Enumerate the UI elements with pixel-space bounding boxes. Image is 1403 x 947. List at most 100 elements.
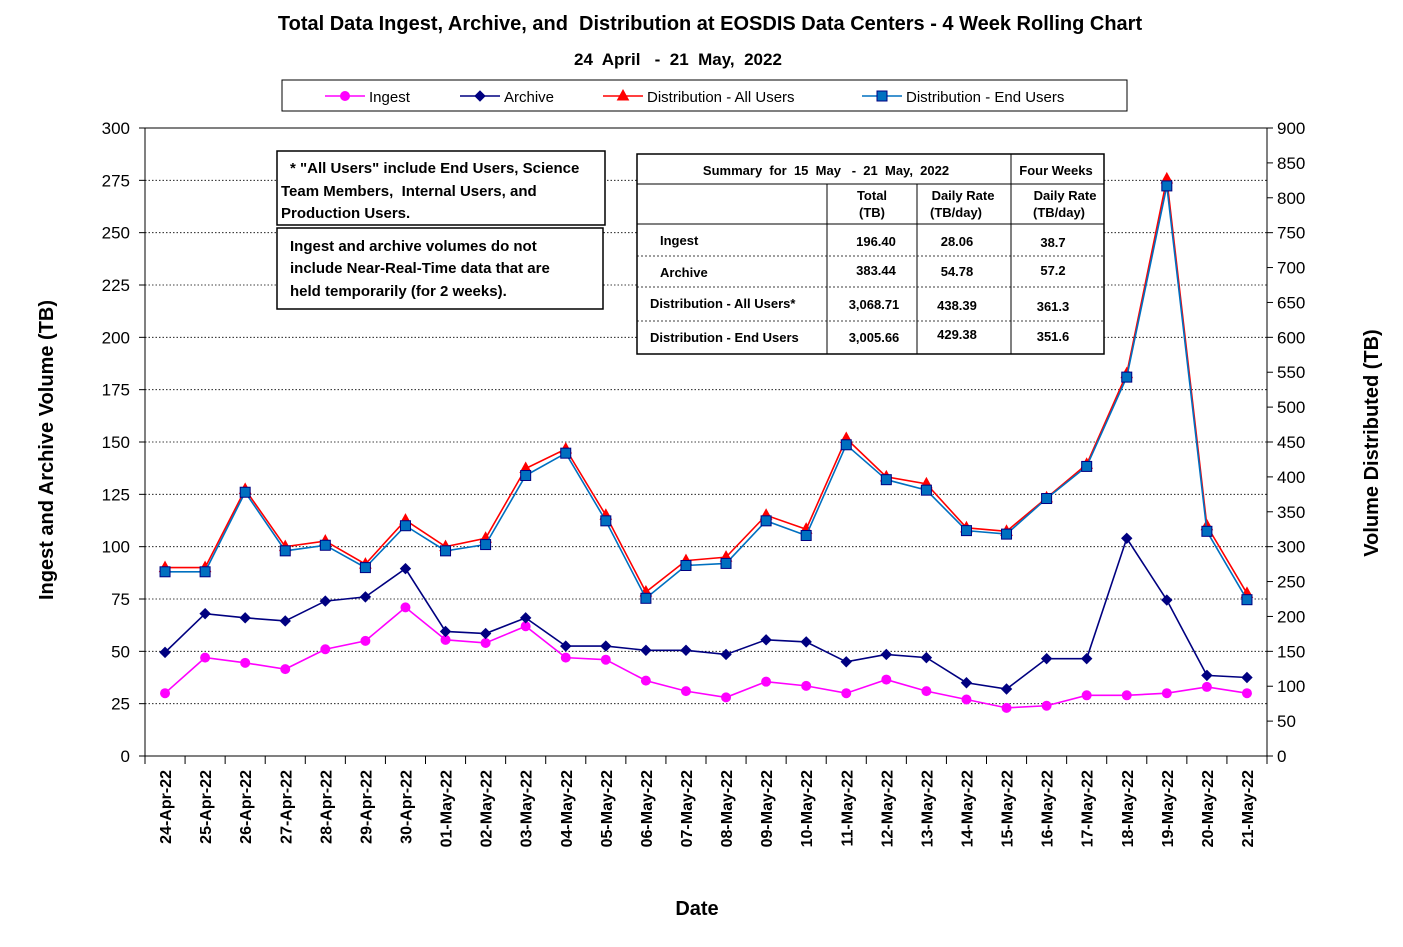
right-tick-label: 650 [1277, 293, 1305, 312]
legend-box [281, 79, 1128, 112]
legend-marker [474, 90, 486, 102]
data-point [720, 648, 732, 661]
legend-item: Distribution - End Users [862, 89, 1064, 106]
data-point [159, 646, 171, 659]
data-point [1241, 671, 1253, 684]
row-dist-end-daily: 429.38 [937, 327, 977, 342]
note2-line2: include Near-Real-Time data that are [290, 260, 550, 277]
data-point [1041, 493, 1053, 505]
chart-title: Total Data Ingest, Archive, and Distribu… [278, 13, 1143, 35]
series-line [165, 185, 1248, 601]
x-tick-label: 06-May-22 [639, 770, 656, 847]
x-tick-label: 16-May-22 [1040, 770, 1057, 847]
right-tick-label: 900 [1277, 119, 1305, 138]
x-tick-label: 13-May-22 [919, 770, 936, 847]
legend-item: Archive [460, 89, 554, 106]
row-dist-all-daily: 438.39 [937, 298, 977, 313]
y-axis-left-label: Ingest and Archive Volume (TB) [36, 300, 58, 600]
legend-marker [876, 90, 888, 102]
data-point [199, 566, 211, 578]
col-daily-line1: Daily Rate [932, 188, 995, 203]
data-point [1201, 525, 1213, 537]
data-point [480, 539, 492, 551]
data-point [1161, 180, 1173, 192]
data-point [359, 562, 371, 574]
data-point [600, 640, 612, 652]
row-dist-end-fourweek: 351.6 [1037, 329, 1070, 344]
data-point [840, 656, 852, 668]
x-tick-label: 25-Apr-22 [198, 770, 215, 844]
x-tick-label: 12-May-22 [879, 770, 896, 847]
series-archive [159, 532, 1253, 695]
y-axis-right-label: Volume Distributed (TB) [1361, 329, 1383, 556]
data-point [800, 636, 812, 648]
row-dist-all-fourweek: 361.3 [1037, 299, 1070, 314]
left-tick-label: 25 [111, 695, 130, 714]
data-point [440, 545, 452, 557]
x-tick-label: 18-May-22 [1120, 770, 1137, 847]
right-tick-label: 850 [1277, 154, 1305, 173]
data-point [279, 615, 291, 627]
data-point [1241, 594, 1253, 606]
data-point [240, 657, 251, 668]
data-point [320, 644, 331, 655]
legend-label: Archive [504, 89, 554, 106]
data-point [600, 515, 612, 527]
x-tick-label: 04-May-22 [559, 770, 576, 847]
data-point [640, 644, 652, 656]
x-tick-label: 29-Apr-22 [358, 770, 375, 844]
left-tick-label: 200 [102, 328, 130, 347]
left-tick-label: 150 [102, 433, 130, 452]
row-archive-daily: 54.78 [941, 264, 974, 279]
data-point [680, 644, 692, 656]
right-tick-label: 100 [1277, 677, 1305, 696]
right-tick-label: 550 [1277, 363, 1305, 382]
row-dist-end-total: 3,005.66 [849, 330, 900, 345]
row-archive-label: Archive [660, 265, 708, 280]
data-point [640, 592, 652, 604]
data-point [880, 474, 892, 486]
x-tick-label: 10-May-22 [799, 770, 816, 847]
data-point [680, 686, 691, 697]
data-point [1080, 652, 1093, 665]
row-ingest-daily: 28.06 [941, 234, 974, 249]
data-point [560, 652, 571, 663]
data-point [1121, 532, 1133, 545]
data-point [720, 557, 732, 569]
data-point [961, 694, 972, 705]
data-point [920, 484, 932, 496]
col-total-line2: (TB) [859, 205, 885, 220]
data-point [800, 530, 812, 542]
data-point [1161, 594, 1173, 606]
data-point [1121, 690, 1132, 701]
row-archive-fourweek: 57.2 [1040, 263, 1065, 278]
col-fourweek-line2: (TB/day) [1033, 205, 1085, 220]
x-tick-label: 05-May-22 [599, 770, 616, 847]
data-point [399, 520, 411, 532]
legend-item: Ingest [325, 89, 411, 106]
x-tick-label: 15-May-22 [1000, 770, 1017, 847]
right-tick-label: 200 [1277, 607, 1305, 626]
x-tick-label: 14-May-22 [959, 770, 976, 847]
x-axis-label: Date [675, 898, 718, 920]
x-tick-label: 27-Apr-22 [278, 770, 295, 844]
legend-label: Ingest [369, 89, 411, 106]
row-ingest-total: 196.40 [856, 234, 896, 249]
note1-line3: Production Users. [281, 205, 410, 222]
right-tick-label: 450 [1277, 433, 1305, 452]
data-point [360, 635, 371, 646]
data-point [560, 447, 572, 459]
legend-label: Distribution - End Users [906, 89, 1064, 106]
data-point [801, 680, 812, 691]
data-point [841, 688, 852, 699]
right-tick-label: 250 [1277, 573, 1305, 592]
left-tick-label: 225 [102, 276, 130, 295]
data-point [480, 637, 491, 648]
data-point [1201, 669, 1213, 682]
x-tick-label: 21-May-22 [1240, 770, 1257, 847]
series-ingest [160, 602, 1252, 713]
data-point [239, 612, 251, 624]
data-point [1161, 688, 1172, 699]
data-point [960, 677, 973, 689]
